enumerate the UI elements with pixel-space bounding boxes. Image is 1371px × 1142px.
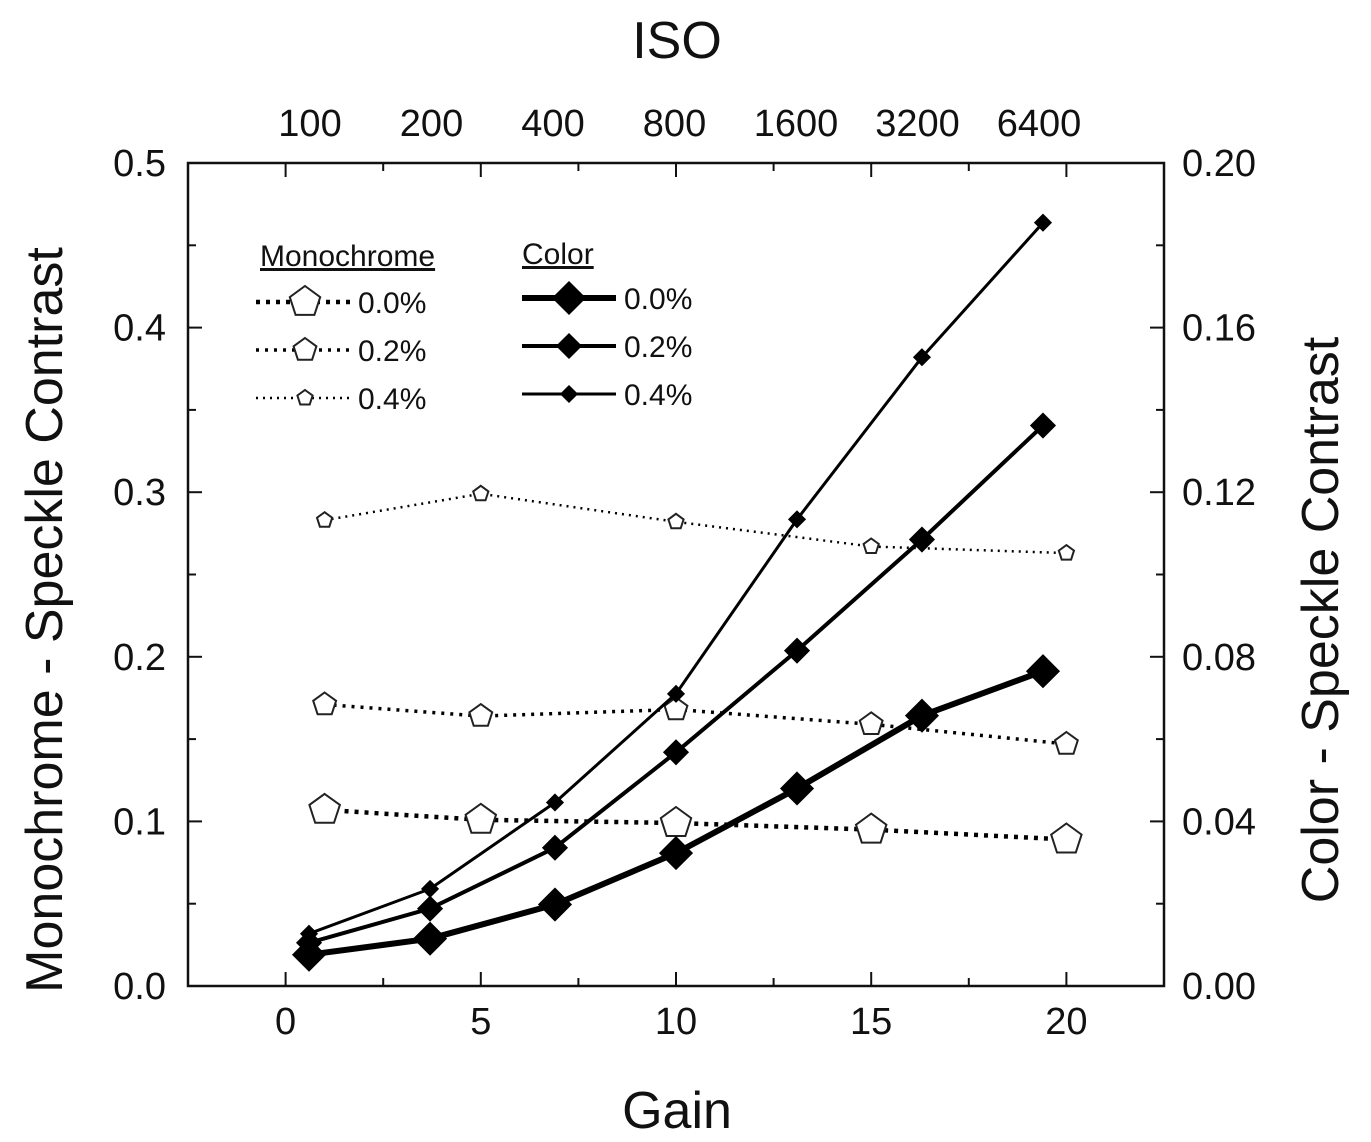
legend-marker bbox=[288, 284, 322, 316]
data-point bbox=[667, 512, 685, 530]
x-tick-label: 10 bbox=[655, 1001, 697, 1043]
data-point bbox=[662, 739, 690, 766]
legend-marker bbox=[555, 332, 583, 360]
x-tick-label: 15 bbox=[850, 1001, 892, 1043]
legend-marker bbox=[551, 280, 587, 316]
legend-label: 0.0% bbox=[358, 287, 426, 320]
data-point bbox=[854, 812, 888, 844]
data-point bbox=[912, 348, 932, 367]
y-right-tick-label: 0.20 bbox=[1182, 143, 1256, 185]
legend: Monochrome Color 0.0% 0.2% 0.4% 0.0% 0.2% 0.4% bbox=[256, 238, 692, 416]
iso-tick-label: 800 bbox=[643, 103, 706, 145]
y-left-tick-label: 0.2 bbox=[113, 637, 166, 679]
legend-label: 0.2% bbox=[358, 335, 426, 368]
iso-tick-label: 200 bbox=[400, 103, 463, 145]
y-right-tick-label: 0.00 bbox=[1182, 966, 1256, 1008]
data-point bbox=[299, 924, 319, 943]
data-point bbox=[666, 684, 686, 703]
y-axis-right-title: Color - Speckle Contrast bbox=[1292, 336, 1350, 903]
data-point bbox=[1025, 654, 1061, 689]
data-point bbox=[315, 510, 334, 528]
series-line bbox=[324, 807, 1067, 842]
data-point bbox=[308, 792, 342, 824]
x-tick-label: 5 bbox=[470, 1001, 491, 1043]
data-point bbox=[783, 637, 811, 664]
series-color-0.4pct bbox=[299, 213, 1053, 943]
data-point bbox=[416, 895, 444, 922]
iso-tick-label: 100 bbox=[278, 103, 341, 145]
data-point bbox=[779, 771, 815, 806]
iso-tick-label: 3200 bbox=[875, 103, 960, 145]
data-point bbox=[787, 510, 807, 529]
legend-marker bbox=[559, 384, 579, 404]
legend-marker bbox=[296, 388, 314, 406]
data-point bbox=[537, 887, 573, 922]
iso-tick-label: 400 bbox=[521, 103, 584, 145]
series-monochrome-0.4pct bbox=[315, 484, 1076, 561]
series-line bbox=[324, 492, 1067, 555]
data-point bbox=[1053, 730, 1079, 755]
series-color-0.2pct bbox=[295, 412, 1057, 956]
data-point bbox=[659, 805, 693, 837]
legend-label: 0.4% bbox=[624, 379, 692, 412]
data-point bbox=[541, 834, 569, 861]
series-monochrome-0.2pct bbox=[312, 691, 1079, 755]
data-point bbox=[468, 702, 494, 727]
y-left-tick-label: 0.1 bbox=[113, 801, 166, 843]
data-point bbox=[412, 921, 448, 956]
data-point bbox=[420, 879, 440, 898]
data-point bbox=[908, 526, 936, 553]
data-point bbox=[904, 698, 940, 733]
series-monochrome-0.0pct bbox=[308, 792, 1083, 854]
data-point bbox=[1029, 412, 1057, 439]
legend-heading-color: Color bbox=[522, 238, 594, 271]
y-left-tick-label: 0.3 bbox=[113, 472, 166, 514]
y-left-tick-label: 0.5 bbox=[113, 143, 166, 185]
data-point bbox=[858, 711, 884, 735]
y-right-tick-label: 0.04 bbox=[1182, 801, 1256, 843]
y-left-tick-label: 0.0 bbox=[113, 966, 166, 1008]
data-point bbox=[663, 696, 689, 721]
y-right-tick-label: 0.08 bbox=[1182, 637, 1256, 679]
series-color-0.0pct bbox=[291, 654, 1061, 972]
series-layer bbox=[291, 213, 1083, 972]
y-left-tick-label: 0.4 bbox=[113, 308, 166, 350]
data-point bbox=[862, 537, 880, 554]
top-axis-title: ISO bbox=[632, 12, 722, 70]
data-point bbox=[312, 691, 338, 716]
iso-tick-label: 6400 bbox=[997, 103, 1082, 145]
data-point bbox=[545, 793, 565, 812]
legend-label: 0.4% bbox=[358, 383, 426, 416]
data-point bbox=[1033, 213, 1053, 232]
x-tick-label: 20 bbox=[1045, 1001, 1087, 1043]
legend-marker bbox=[292, 336, 318, 361]
legend-label: 0.0% bbox=[624, 283, 692, 316]
data-point bbox=[658, 836, 694, 871]
data-point bbox=[1050, 822, 1083, 854]
x-tick-label: 0 bbox=[275, 1001, 296, 1043]
x-axis-title: Gain bbox=[622, 1082, 732, 1140]
data-point bbox=[1057, 543, 1076, 561]
legend-heading-monochrome: Monochrome bbox=[260, 240, 435, 273]
data-point bbox=[464, 802, 498, 834]
y-axis-left-title: Monochrome - Speckle Contrast bbox=[16, 247, 74, 993]
axis-ticks: 0 5 10 15 20 100 200 400 800 1600 3200 6400 0.0 0.1 0.… bbox=[113, 103, 1256, 1043]
legend-label: 0.2% bbox=[624, 331, 692, 364]
data-point bbox=[472, 484, 490, 502]
y-right-tick-label: 0.12 bbox=[1182, 472, 1256, 514]
y-right-tick-label: 0.16 bbox=[1182, 308, 1256, 350]
iso-tick-label: 1600 bbox=[754, 103, 839, 145]
